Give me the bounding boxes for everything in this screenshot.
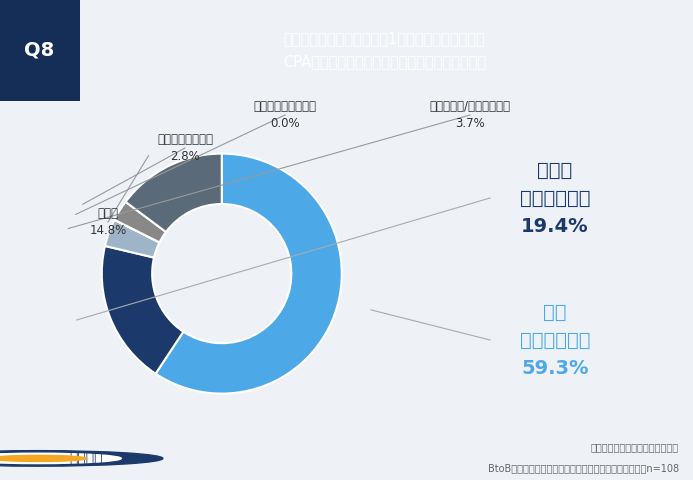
Text: 大幅に低下している
0.0%: 大幅に低下している 0.0%	[254, 100, 317, 130]
Text: やや
上昇している
59.3%: やや 上昇している 59.3%	[520, 302, 590, 377]
Text: わからない/答えられない
3.7%: わからない/答えられない 3.7%	[430, 100, 511, 130]
Text: 株式会社グローバルプロデュース: 株式会社グローバルプロデュース	[591, 443, 679, 453]
Circle shape	[0, 453, 121, 464]
Text: お勤め先企業における直近1年間のデジタル広告の
CPA（顧客獲得単価）の傾向を教えてください。: お勤め先企業における直近1年間のデジタル広告の CPA（顧客獲得単価）の傾向を教…	[283, 31, 486, 70]
Circle shape	[0, 456, 87, 461]
Circle shape	[0, 451, 163, 466]
Wedge shape	[114, 220, 159, 242]
Text: BtoB企業のイベントマーケティングに関する実態調査｜n=108: BtoB企業のイベントマーケティングに関する実態調査｜n=108	[488, 463, 679, 473]
Wedge shape	[114, 202, 166, 242]
Wedge shape	[102, 246, 184, 374]
Wedge shape	[105, 220, 159, 258]
Text: 横ばい
14.8%: 横ばい 14.8%	[89, 207, 127, 237]
Text: リサピー: リサピー	[69, 451, 103, 466]
Wedge shape	[125, 154, 222, 232]
Text: Q8: Q8	[24, 41, 55, 60]
Text: やや低下している
2.8%: やや低下している 2.8%	[157, 133, 213, 163]
Wedge shape	[155, 154, 342, 394]
Bar	[0, 0, 80, 101]
Text: 大幅に
上昇している
19.4%: 大幅に 上昇している 19.4%	[520, 160, 590, 236]
